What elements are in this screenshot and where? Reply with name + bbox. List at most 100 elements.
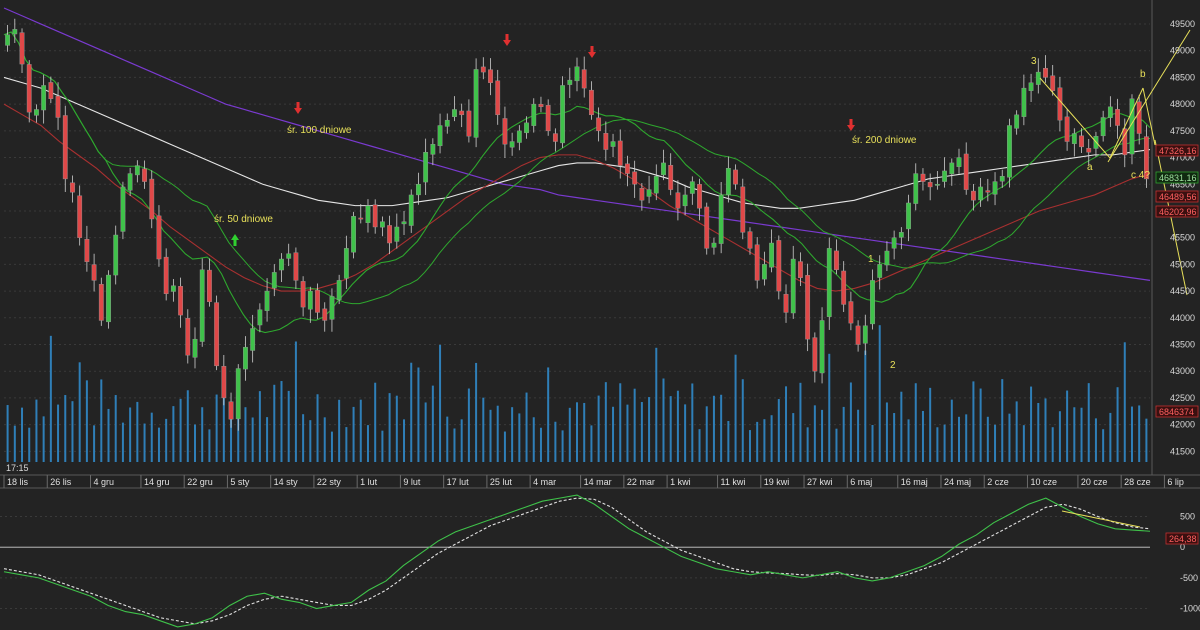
x-tick-label: 27 kwi <box>807 477 833 487</box>
candle-body <box>34 109 39 116</box>
volume-bar <box>114 395 117 462</box>
candle-body <box>106 274 111 323</box>
candle-body <box>524 122 529 134</box>
candle-body <box>552 133 558 142</box>
x-tick-label: 22 sty <box>317 477 342 487</box>
candle-body <box>199 269 205 342</box>
volume-bar <box>78 362 81 462</box>
y-tick-label: 42000 <box>1170 420 1195 430</box>
candles <box>5 18 1149 431</box>
volume-bar <box>994 424 997 462</box>
volume-bar <box>64 395 67 462</box>
x-tick-label: 6 maj <box>850 477 872 487</box>
volume-bar <box>395 395 398 462</box>
trendline <box>1107 29 1191 163</box>
x-tick-label: 14 mar <box>584 477 612 487</box>
candle-body <box>307 290 313 310</box>
volume-bar <box>878 325 881 462</box>
candle-body <box>178 286 183 316</box>
candle-body <box>1007 125 1012 178</box>
volume-bar <box>972 381 975 462</box>
candle-body <box>365 205 371 223</box>
candle-body <box>235 368 241 420</box>
volume-bar <box>251 417 254 462</box>
down-arrow-head-icon <box>588 52 596 58</box>
volume-bar <box>417 367 420 462</box>
volume-bar <box>179 398 182 462</box>
volume-bar <box>734 354 737 462</box>
candle-body <box>156 215 162 260</box>
candle-body <box>682 194 688 207</box>
candle-body <box>870 280 875 325</box>
candle-body <box>502 118 508 145</box>
volume-bar <box>482 397 485 462</box>
candle-body <box>862 325 868 344</box>
volume-bar <box>950 399 953 462</box>
candle-body <box>805 275 811 340</box>
volume-bar <box>849 382 852 462</box>
candle-body <box>783 293 789 313</box>
volume-bar <box>648 397 651 462</box>
x-tick-label: 4 mar <box>533 477 556 487</box>
candle-body <box>668 164 674 190</box>
volume-bar <box>1138 405 1141 462</box>
candle-body <box>322 308 328 321</box>
candle-body <box>466 110 472 137</box>
candle-body <box>77 195 83 238</box>
volume-bar <box>1123 342 1126 462</box>
y-tick-label: 47500 <box>1170 126 1195 136</box>
volume-bar <box>583 402 586 462</box>
y-tick-label: 42500 <box>1170 393 1195 403</box>
volume-bar <box>929 387 932 462</box>
volume-bar <box>662 378 665 462</box>
oscillator-tick-label: -1000 <box>1180 604 1200 614</box>
candle-body <box>754 244 760 281</box>
candle-body <box>19 32 25 65</box>
candle-body <box>725 168 731 196</box>
sma100-line <box>3 103 1151 292</box>
x-tick-label: 6 lip <box>1167 477 1184 487</box>
volume-bar <box>403 419 406 462</box>
candle-body <box>113 234 119 276</box>
candle-body <box>48 82 54 99</box>
oscillator-panel: 500 0 -500 -1000 <box>0 494 1200 628</box>
candle-body <box>120 186 126 232</box>
candle-body <box>12 29 18 35</box>
volume-bar <box>294 341 297 462</box>
sma100-label: śr. 100 dniowe <box>287 125 352 136</box>
candle-body <box>697 184 702 209</box>
volume-bar <box>446 416 449 462</box>
candle-body <box>185 318 191 356</box>
volume-bar <box>374 382 377 462</box>
volume-bar <box>1066 390 1069 462</box>
x-tick-label: 17 lut <box>447 477 470 487</box>
candle-body <box>279 258 284 271</box>
candle-body <box>848 301 854 324</box>
candle-body <box>257 309 263 326</box>
candle-body <box>733 169 738 185</box>
volume-bar <box>943 424 946 462</box>
volume-bar <box>352 406 355 462</box>
volume-bar <box>6 405 9 462</box>
candle-body <box>834 250 839 270</box>
oscillator-main-line <box>3 494 1151 628</box>
volume-bar <box>676 390 679 462</box>
volume-bar <box>763 419 766 462</box>
candle-body <box>358 217 364 220</box>
sma-green-2-line <box>3 31 1151 305</box>
down-arrow-icon <box>505 34 509 40</box>
candle-body <box>243 346 248 370</box>
down-arrow-head-icon <box>294 108 302 114</box>
volume-bar <box>273 384 276 462</box>
candle-body <box>812 337 818 372</box>
volume-bar <box>302 414 305 462</box>
volume-bars <box>6 325 1148 462</box>
x-tick-label: 11 kwi <box>721 477 746 487</box>
candle-body <box>423 152 429 183</box>
volume-bar <box>338 399 341 462</box>
candle-body <box>589 89 594 116</box>
volume-bar <box>785 386 788 462</box>
volume-bar <box>619 383 622 462</box>
volume-bar <box>1051 427 1054 462</box>
volume-bar <box>835 428 838 462</box>
